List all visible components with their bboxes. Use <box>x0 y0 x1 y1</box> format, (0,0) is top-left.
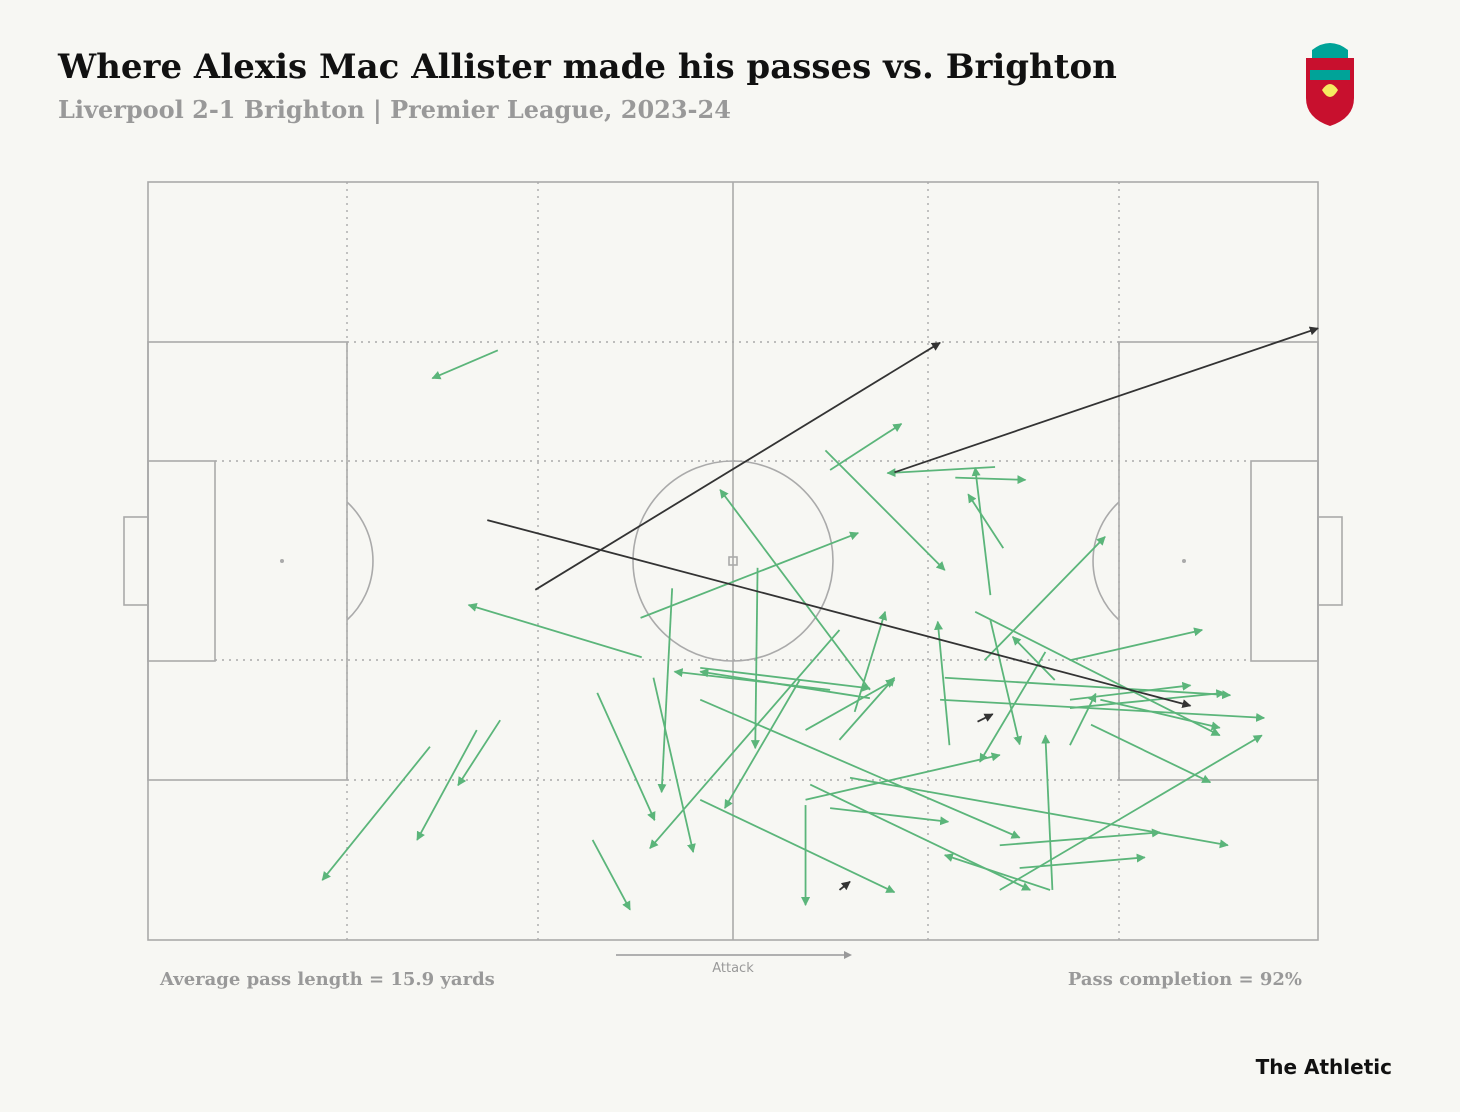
pass-arrow <box>894 326 1319 474</box>
pass-arrow <box>977 713 994 723</box>
pass-arrow <box>1069 689 1226 709</box>
pitch <box>123 181 1343 941</box>
pass-arrow <box>699 798 896 894</box>
pass-arrow <box>467 602 643 659</box>
pass-arrow <box>809 783 1031 891</box>
pass-arrow <box>830 807 950 826</box>
pass-arrow <box>838 677 896 741</box>
pass-arrow <box>416 729 478 841</box>
pass-arrow <box>1069 627 1204 662</box>
avg-pass-length: Average pass length = 15.9 yards <box>159 969 495 990</box>
pass-arrow <box>934 620 951 746</box>
pass-arrow <box>596 692 656 822</box>
pass-arrow <box>724 679 801 809</box>
pass-arrow <box>971 466 992 596</box>
pass-arrow <box>699 698 1021 839</box>
pass-arrow <box>805 752 1001 801</box>
pass-arrow <box>1041 734 1054 891</box>
chart-title: Where Alexis Mac Allister made his passe… <box>57 47 1117 87</box>
source: The Athletic <box>1256 1055 1392 1079</box>
pass-arrow <box>487 519 1192 709</box>
pass-arrow <box>853 610 888 713</box>
pass-arrow <box>824 449 946 571</box>
pass-arrow <box>1069 692 1097 746</box>
pass-arrow <box>999 828 1161 847</box>
pass-arrow <box>700 666 871 692</box>
pass-arrow <box>944 676 1232 700</box>
pass-arrow <box>457 719 501 787</box>
pass-arrow <box>591 839 631 911</box>
pass-arrow <box>849 776 1229 849</box>
pass-arrow <box>652 677 696 853</box>
pass-arrow <box>719 489 871 691</box>
pass-arrow <box>1100 698 1221 731</box>
pass-arrow <box>979 651 1047 763</box>
pass-arrow <box>943 853 1051 891</box>
chart-subtitle: Liverpool 2-1 Brighton | Premier League,… <box>58 95 731 124</box>
pass-arrow <box>955 475 1027 485</box>
attack-label: Attack <box>712 961 754 976</box>
pass-arrow <box>431 349 499 380</box>
pass-arrow <box>967 493 1005 549</box>
pass-arrow <box>673 668 831 691</box>
pass-completion: Pass completion = 92% <box>1068 969 1302 990</box>
pass-arrow <box>1011 636 1056 681</box>
pass-arrow <box>750 567 760 750</box>
club-crest <box>1306 43 1354 126</box>
pass-arrow <box>838 880 851 891</box>
pass-arrow <box>829 423 903 471</box>
attack-arrowhead <box>844 951 852 959</box>
pass-arrow <box>640 531 860 619</box>
pass-arrow <box>649 629 841 849</box>
pass-arrow <box>534 341 941 591</box>
pass-arrow <box>657 588 674 794</box>
pass-arrow <box>805 679 896 731</box>
pass-arrow <box>999 734 1263 891</box>
pass-arrow <box>940 698 1266 722</box>
pass-arrow <box>1090 723 1212 784</box>
pass-arrow <box>983 536 1106 661</box>
pass-arrow <box>321 746 431 881</box>
pass-arrow <box>974 610 1221 737</box>
